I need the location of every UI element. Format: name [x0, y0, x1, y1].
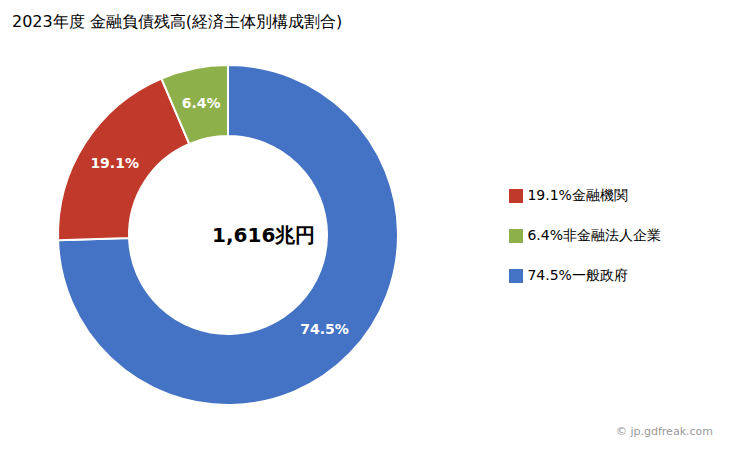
html-text:© jp.gdfreak.com: © jp.gdfreak.com [616, 425, 713, 438]
html-text:2023年度 金融負債残高(経済主体別構成割合): 2023年度 金融負債残高(経済主体別構成割合) [12, 12, 343, 31]
svg-text:74.5%: 74.5% [300, 321, 349, 337]
svg-text:6.4%: 6.4% [182, 95, 221, 111]
html-text:6.4%非金融法人企業: 6.4%非金融法人企業 [527, 227, 661, 243]
html-text:74.5%一般政府: 74.5%一般政府 [527, 267, 628, 283]
svg-text:1,616兆円: 1,616兆円 [212, 223, 315, 247]
svg-text:19.1%: 19.1% [90, 155, 139, 171]
html-text:19.1%金融機関: 19.1%金融機関 [527, 187, 628, 203]
